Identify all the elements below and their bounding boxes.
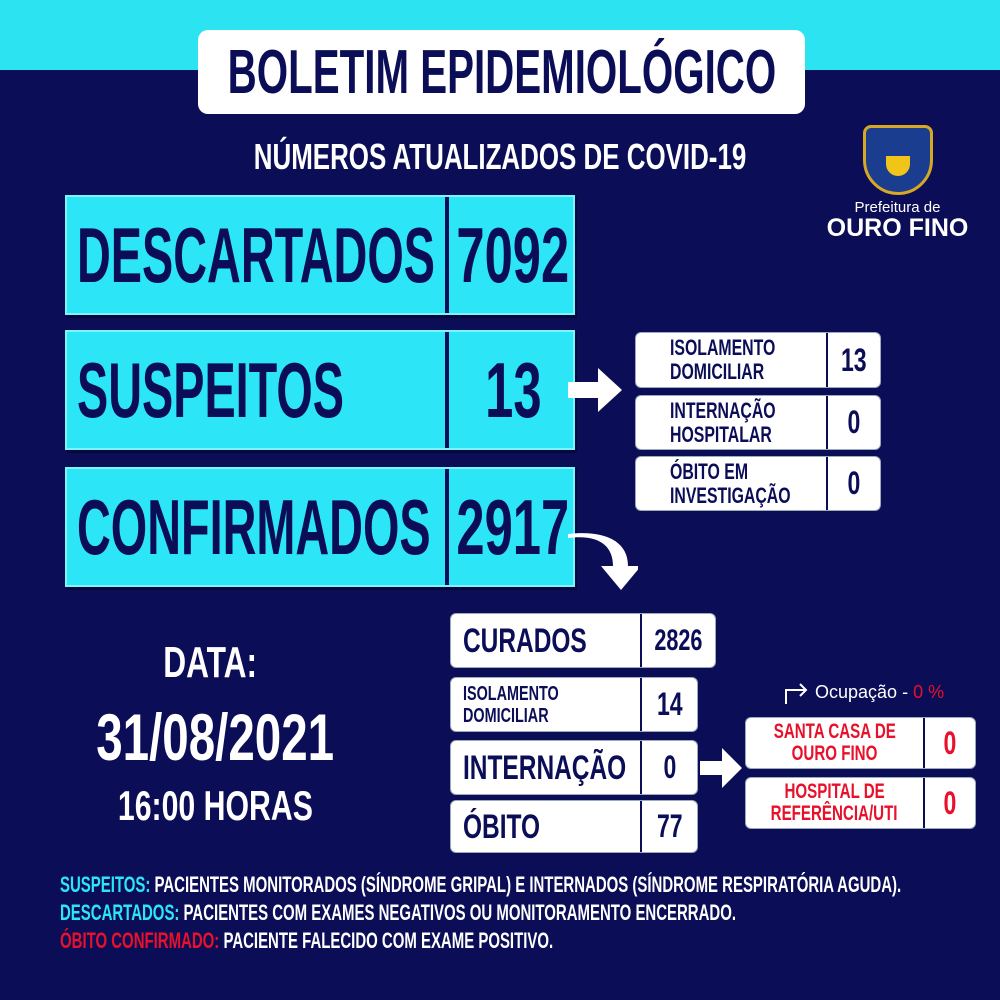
descartados-value: 7092 [456,210,570,299]
curved-arrow-icon [568,533,638,590]
obito-em-investigacao: ÓBITO EM INVESTIGAÇÃO 0 [635,456,881,511]
subtitle: NÚMEROS ATUALIZADOS DE COVID-19 [253,136,747,177]
footer-obito: ÓBITO CONFIRMADO: PACIENTE FALECIDO COM … [60,928,554,953]
isolamento-domiciliar-confirmados: ISOLAMENTO DOMICILIAR 14 [450,677,698,732]
logo: Prefeitura de OURO FINO [815,125,980,242]
isolamento-domiciliar-suspeitos: ISOLAMENTO DOMICILIAR 13 [635,332,881,388]
arrow-right-icon [700,748,742,788]
ocupacao-label: Ocupação - 0 % [784,682,944,705]
page-title: BOLETIM EPIDEMIOLÓGICO [198,30,805,114]
suspeitos-label: SUSPEITOS [77,345,345,434]
internacao-box: INTERNAÇÃO 0 [450,740,698,795]
santa-casa-box: SANTA CASA DE OURO FINO 0 [745,717,976,769]
crest-icon [862,125,933,195]
curados-box: CURADOS 2826 [450,613,716,668]
logo-line1: Prefeitura de [854,199,941,216]
hospital-referencia-box: HOSPITAL DE REFERÊNCIA/UTI 0 [745,777,976,829]
internacao-hospitalar: INTERNAÇÃO HOSPITALAR 0 [635,395,881,450]
time-value: 16:00 HORAS [117,782,313,829]
footer-suspeitos: SUSPEITOS: PACIENTES MONITORADOS (SÍNDRO… [60,872,902,897]
arrow-right-icon [568,368,622,412]
confirmados-box: CONFIRMADOS 2917 [65,467,575,587]
turn-right-arrow-icon [785,683,808,705]
footer-descartados: DESCARTADOS: PACIENTES COM EXAMES NEGATI… [60,900,737,925]
suspeitos-value: 13 [484,345,542,434]
logo-line2: OURO FINO [826,214,969,242]
suspeitos-box: SUSPEITOS 13 [65,330,575,450]
descartados-box: DESCARTADOS 7092 [65,195,575,315]
obito-box: ÓBITO 77 [450,800,698,853]
date-label: DATA: [163,638,257,687]
descartados-label: DESCARTADOS [77,210,435,299]
date-value: 31/08/2021 [96,700,334,774]
confirmados-label: CONFIRMADOS [77,482,431,571]
confirmados-value: 2917 [456,482,570,571]
